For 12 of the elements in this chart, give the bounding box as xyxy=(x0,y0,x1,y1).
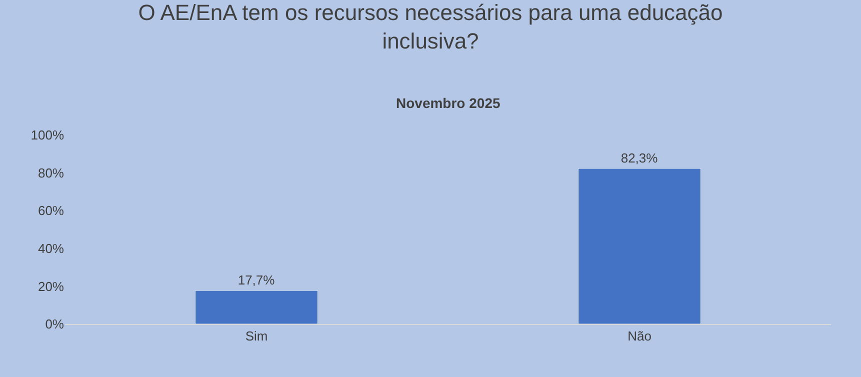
x-tick-label: Sim xyxy=(245,328,268,344)
y-tick-label: 60% xyxy=(38,203,64,218)
y-tick-label: 80% xyxy=(38,165,64,180)
data-label: 17,7% xyxy=(238,272,276,288)
y-tick-label: 20% xyxy=(38,278,64,294)
y-tick-label: 100% xyxy=(30,128,64,143)
chart-subtitle: Novembro 2025 xyxy=(396,95,500,111)
chart-title: O AE/EnA tem os recursos necessários para uma educação inclusiva? xyxy=(138,0,723,54)
x-tick-label: Não xyxy=(628,328,652,344)
y-tick-label: 40% xyxy=(38,240,64,256)
y-tick-label: 0% xyxy=(45,316,64,332)
data-label: 82,3% xyxy=(620,150,658,166)
